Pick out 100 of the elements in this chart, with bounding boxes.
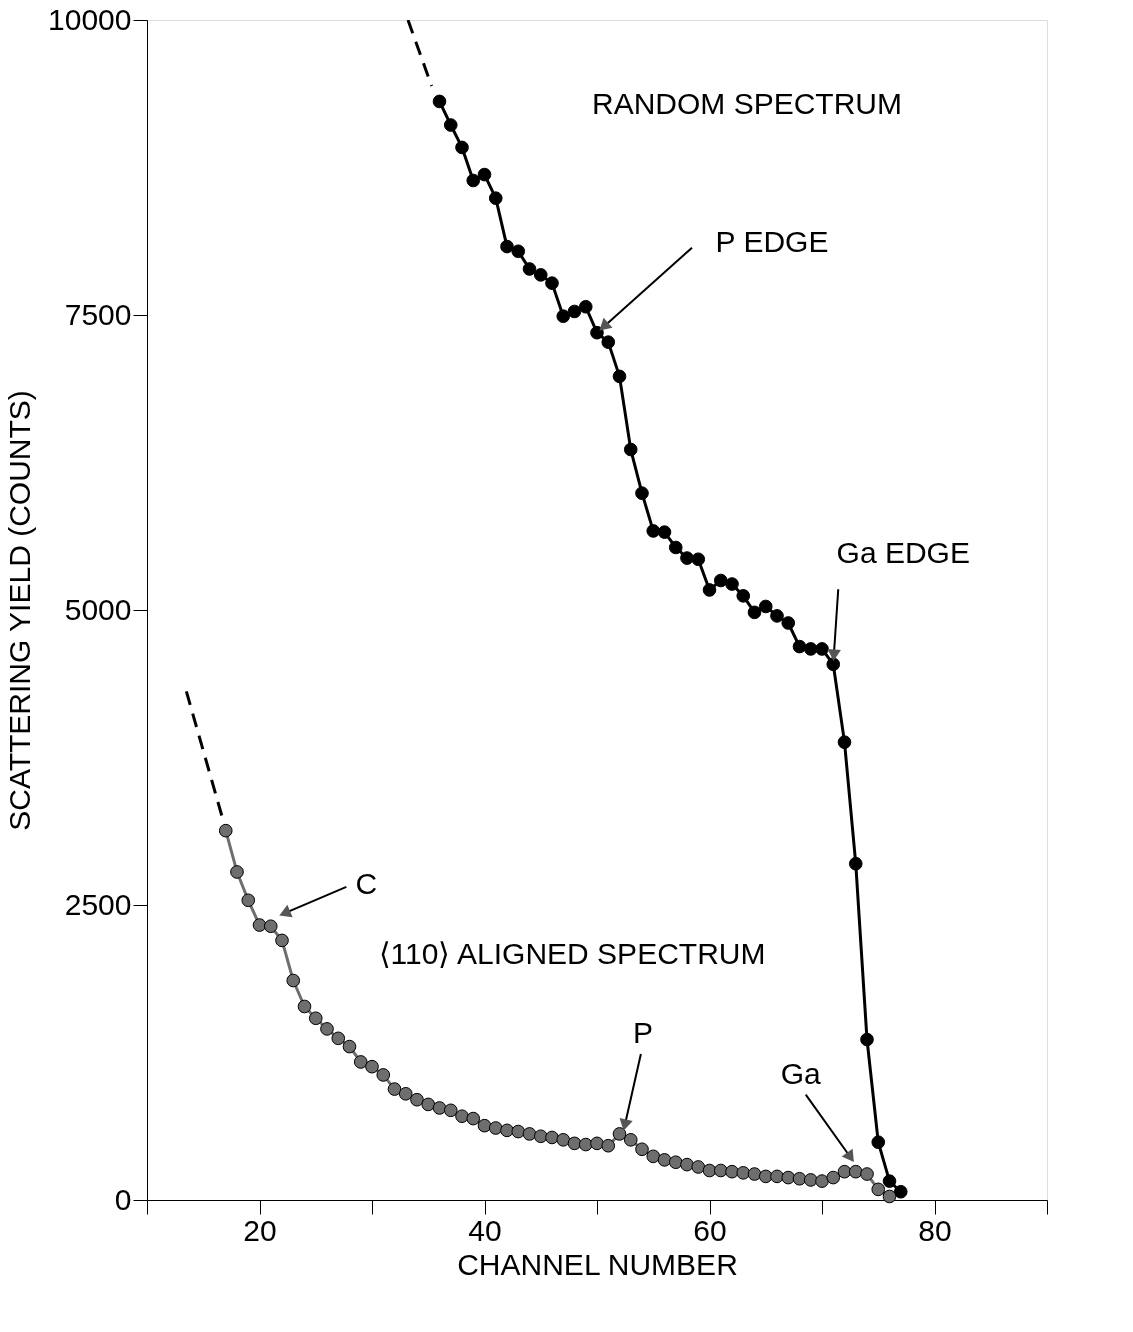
x-tick-label: 80 (918, 1213, 952, 1247)
point (725, 577, 739, 591)
point (522, 1127, 537, 1141)
point (308, 1011, 323, 1026)
y-tick-label: 10000 (48, 2, 132, 36)
point (657, 1153, 672, 1167)
point (668, 1155, 683, 1170)
point (758, 599, 773, 614)
point (893, 1184, 908, 1199)
point (871, 1135, 886, 1149)
point (713, 1163, 728, 1178)
x-tick-label: 60 (693, 1213, 727, 1247)
annotation: P (632, 1015, 653, 1049)
annotation: Ga (780, 1056, 822, 1090)
point (882, 1189, 897, 1204)
point (353, 1055, 368, 1069)
point (702, 583, 717, 597)
point (376, 1068, 391, 1082)
point (646, 524, 661, 538)
point (691, 1160, 706, 1174)
y-tick-label: 5000 (64, 592, 132, 626)
point (590, 1136, 604, 1151)
point (781, 1170, 796, 1185)
point (736, 589, 751, 603)
point (680, 551, 694, 565)
point (882, 1174, 897, 1188)
point (466, 1111, 481, 1126)
point (815, 1174, 829, 1188)
point (443, 1103, 458, 1118)
point (747, 605, 762, 620)
point (241, 893, 256, 908)
point (443, 118, 458, 132)
point (567, 304, 582, 319)
point (848, 856, 863, 871)
point (320, 1022, 334, 1036)
point (837, 1164, 852, 1179)
point (488, 191, 503, 205)
point (668, 540, 683, 555)
point (252, 918, 267, 932)
y-tick-label: 0 (114, 1182, 132, 1216)
point (702, 1163, 717, 1178)
point (500, 239, 514, 254)
point (803, 1173, 818, 1187)
point (691, 552, 706, 567)
point (860, 1167, 874, 1181)
point (826, 657, 841, 672)
point (263, 919, 278, 934)
point (421, 1097, 436, 1112)
point (601, 335, 616, 349)
point (218, 823, 233, 838)
point (635, 486, 649, 500)
point (736, 1166, 751, 1180)
point (556, 1133, 571, 1147)
point (365, 1059, 379, 1074)
annotation: ⟨110⟩ ALIGNED SPECTRUM (378, 937, 766, 970)
point (747, 1167, 762, 1181)
point (770, 1169, 784, 1184)
point (657, 525, 672, 539)
point (545, 1130, 559, 1145)
point (230, 865, 244, 879)
point (826, 1170, 841, 1185)
point (488, 1121, 503, 1135)
point (578, 1137, 593, 1152)
point (612, 1127, 627, 1141)
y-tick-label: 2500 (64, 887, 132, 921)
point (680, 1157, 694, 1172)
point (455, 1109, 469, 1124)
point (601, 1138, 616, 1153)
point (781, 616, 796, 630)
point (590, 325, 604, 340)
point (848, 1164, 863, 1179)
x-tick-label: 20 (243, 1213, 277, 1247)
x-axis-title: CHANNEL NUMBER (457, 1247, 738, 1281)
point (398, 1086, 413, 1101)
point (432, 1101, 447, 1115)
point (623, 442, 638, 457)
point (815, 642, 829, 656)
point (556, 309, 571, 323)
point (275, 933, 289, 948)
point (297, 999, 312, 1014)
point (758, 1169, 773, 1184)
point (533, 1129, 548, 1144)
point (477, 167, 492, 182)
point (623, 1133, 638, 1147)
point (860, 1032, 874, 1047)
point (533, 268, 548, 282)
point (410, 1092, 424, 1107)
y-axis-title: SCATTERING YIELD (COUNTS) (3, 390, 37, 831)
annotation: RANDOM SPECTRUM (591, 87, 903, 120)
point (511, 244, 526, 259)
point (387, 1082, 402, 1096)
point (567, 1136, 582, 1151)
point (455, 140, 469, 155)
y-tick-label: 7500 (64, 297, 132, 331)
x-tick-label: 40 (468, 1213, 502, 1247)
point (792, 639, 807, 654)
point (803, 642, 818, 656)
point (612, 369, 627, 384)
point (578, 299, 593, 314)
point (500, 1123, 514, 1138)
